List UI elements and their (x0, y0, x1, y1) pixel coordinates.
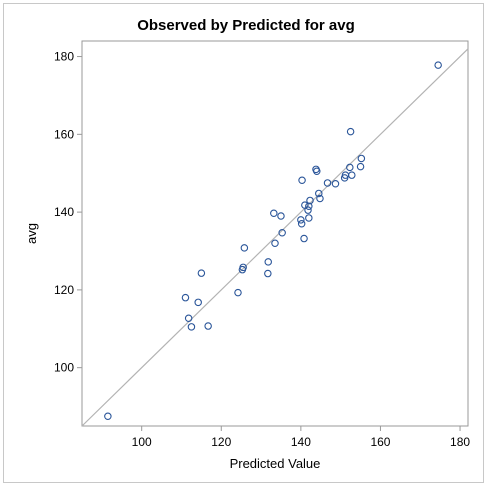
data-point (300, 234, 308, 243)
data-point (264, 258, 272, 266)
data-point (315, 189, 323, 198)
data-point (346, 127, 355, 136)
data-point (184, 314, 193, 323)
data-point (297, 216, 305, 224)
y-tick-label: 100 (54, 361, 74, 375)
data-point (305, 214, 313, 222)
x-tick-label: 100 (132, 435, 152, 449)
data-point (187, 323, 196, 331)
axis-ticks: 100 120 140 160 180 100 120 140 160 180 (54, 50, 470, 449)
y-tick-label: 160 (54, 127, 74, 141)
data-point (297, 220, 306, 228)
data-point (304, 206, 312, 214)
data-point (323, 179, 332, 187)
data-point (194, 298, 202, 307)
data-point (346, 163, 354, 172)
y-tick-label: 180 (54, 50, 74, 64)
data-point (234, 288, 242, 297)
data-point (357, 154, 366, 163)
data-point (270, 209, 278, 218)
data-point (204, 322, 212, 330)
data-point (348, 171, 356, 179)
data-point (298, 176, 306, 184)
x-axis-label: Predicted Value (230, 456, 321, 471)
data-point (277, 212, 285, 220)
chart-title: Observed by Predicted for avg (137, 17, 355, 34)
reference-line-group (81, 48, 469, 427)
x-tick-label: 180 (450, 435, 470, 449)
data-point (356, 162, 365, 171)
data-point (278, 228, 286, 237)
y-tick-label: 140 (54, 205, 74, 219)
chart-frame: Observed by Predicted for avg 100 120 140 1… (3, 3, 484, 483)
data-point (239, 263, 247, 272)
x-tick-label: 120 (211, 435, 231, 449)
data-point (197, 269, 206, 277)
data-point (264, 269, 272, 278)
x-tick-label: 140 (291, 435, 311, 449)
data-points (104, 61, 442, 421)
scatter-plot: Observed by Predicted for avg 100 120 140 1… (24, 17, 470, 471)
reference-line (81, 48, 469, 427)
y-axis-label: avg (24, 223, 39, 244)
data-point (316, 194, 324, 203)
data-point (240, 244, 249, 252)
data-point (313, 167, 321, 176)
data-point (331, 179, 340, 188)
data-point (104, 412, 112, 421)
data-point (271, 239, 279, 247)
plot-area (81, 40, 469, 427)
data-point (181, 293, 190, 302)
data-point (434, 61, 442, 69)
x-tick-label: 160 (370, 435, 390, 449)
y-tick-label: 120 (54, 283, 74, 297)
data-point (306, 196, 314, 205)
